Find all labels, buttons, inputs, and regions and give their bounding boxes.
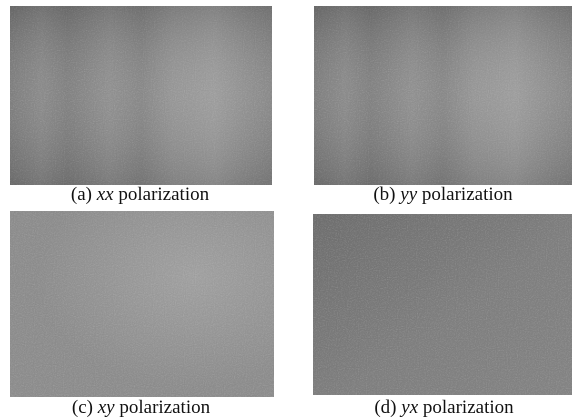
caption: (b) yy polarization bbox=[373, 184, 512, 206]
image-c bbox=[10, 211, 274, 397]
panel-label: (b) bbox=[373, 184, 395, 205]
caption-word: polarization bbox=[118, 184, 209, 205]
caption: (c) xy polarization bbox=[72, 397, 210, 419]
caption-word: polarization bbox=[423, 397, 514, 418]
image-d bbox=[313, 214, 572, 395]
caption: (d) yx polarization bbox=[374, 397, 513, 419]
polarization-name: yy bbox=[400, 184, 417, 205]
panel-label: (d) bbox=[374, 397, 396, 418]
caption-word: polarization bbox=[422, 184, 513, 205]
image-a bbox=[10, 6, 272, 185]
polarization-name: yx bbox=[401, 397, 418, 418]
polarization-name: xx bbox=[97, 184, 114, 205]
panel-label: (c) bbox=[72, 397, 93, 418]
polarization-name: xy bbox=[98, 397, 115, 418]
caption: (a) xx polarization bbox=[71, 184, 209, 206]
caption-word: polarization bbox=[119, 397, 210, 418]
panel-label: (a) bbox=[71, 184, 92, 205]
figure: (a) xx polarization (b) yy polarization … bbox=[0, 0, 581, 419]
image-b bbox=[314, 6, 572, 185]
